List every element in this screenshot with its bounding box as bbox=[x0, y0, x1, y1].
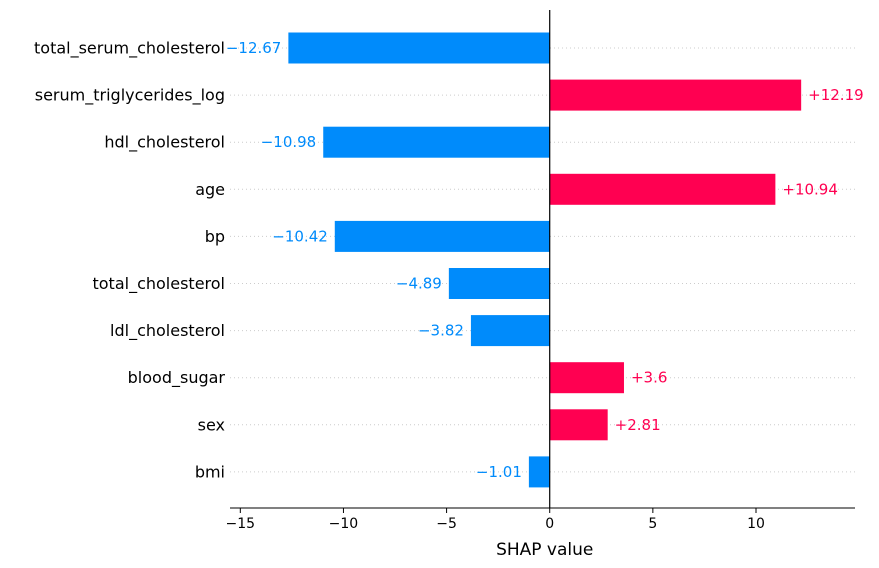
feature-label: hdl_cholesterol bbox=[104, 133, 225, 153]
bar-age bbox=[549, 173, 776, 205]
bar-ldl_cholesterol bbox=[470, 315, 550, 347]
value-label: −1.01 bbox=[476, 463, 522, 481]
feature-label: total_serum_cholesterol bbox=[34, 39, 225, 59]
value-label: −10.42 bbox=[272, 227, 328, 245]
x-tick-label: 0 bbox=[545, 516, 554, 532]
x-axis-title: SHAP value bbox=[496, 540, 593, 560]
value-label: +12.19 bbox=[808, 86, 864, 104]
x-tick-label: −5 bbox=[436, 516, 457, 532]
bar-total_serum_cholesterol bbox=[288, 32, 550, 64]
feature-label: bp bbox=[205, 227, 225, 246]
feature-label: ldl_cholesterol bbox=[110, 321, 225, 341]
value-label: −10.98 bbox=[261, 133, 317, 151]
grid-layer bbox=[230, 47, 855, 473]
bar-bp bbox=[334, 220, 550, 252]
value-label: −3.82 bbox=[418, 322, 464, 340]
value-label: +10.94 bbox=[782, 180, 838, 198]
bar-sex bbox=[549, 409, 608, 441]
bar-hdl_cholesterol bbox=[323, 126, 550, 158]
bar-bmi bbox=[528, 456, 550, 488]
bar-total_cholesterol bbox=[448, 268, 550, 299]
value-label: −12.67 bbox=[226, 39, 282, 57]
feature-label: bmi bbox=[195, 462, 225, 481]
feature-label: serum_triglycerides_log bbox=[35, 86, 225, 106]
label-layer: total_serum_cholesterol −12.67 serum_trigl… bbox=[34, 39, 864, 482]
value-label: +2.81 bbox=[615, 416, 661, 434]
bar-blood_sugar bbox=[549, 362, 624, 394]
bar-serum_triglycerides_log bbox=[549, 79, 802, 111]
value-label: +3.6 bbox=[631, 369, 667, 387]
x-axis: −15 −10 −5 0 5 10 bbox=[226, 507, 855, 532]
x-tick-label: −15 bbox=[226, 516, 256, 532]
bar-layer bbox=[288, 32, 802, 488]
feature-label: sex bbox=[198, 415, 225, 434]
x-tick-label: 10 bbox=[747, 516, 765, 532]
feature-label: age bbox=[195, 180, 225, 199]
feature-label: total_cholesterol bbox=[92, 274, 225, 294]
feature-label: blood_sugar bbox=[128, 368, 226, 388]
x-tick-label: 5 bbox=[648, 516, 657, 532]
value-label: −4.89 bbox=[396, 275, 442, 293]
x-tick-label: −10 bbox=[329, 516, 359, 532]
